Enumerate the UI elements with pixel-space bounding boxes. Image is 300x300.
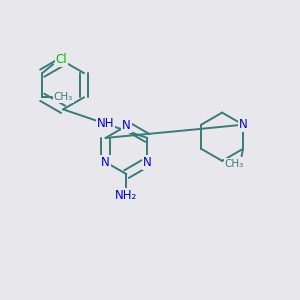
Text: CH₃: CH₃: [53, 92, 73, 102]
Text: N: N: [122, 119, 131, 132]
Text: N: N: [143, 156, 152, 169]
Text: NH: NH: [97, 117, 114, 130]
Text: NH₂: NH₂: [115, 189, 138, 202]
Text: Cl: Cl: [56, 53, 67, 66]
Text: N: N: [239, 118, 248, 131]
Text: CH₃: CH₃: [225, 159, 244, 169]
Text: N: N: [101, 156, 110, 169]
